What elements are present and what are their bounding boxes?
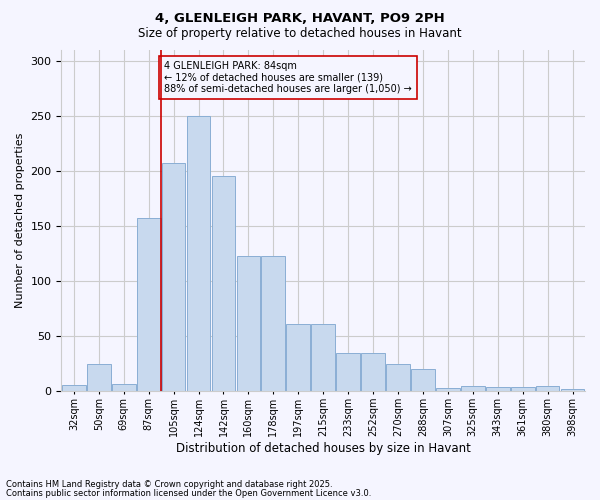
Bar [536,386,559,392]
Text: Contains HM Land Registry data © Crown copyright and database right 2025.: Contains HM Land Registry data © Crown c… [6,480,332,489]
Y-axis label: Number of detached properties: Number of detached properties [15,133,25,308]
Text: Contains public sector information licensed under the Open Government Licence v3: Contains public sector information licen… [6,488,371,498]
Bar [361,353,385,392]
Bar [386,364,410,392]
Bar [262,256,285,392]
X-axis label: Distribution of detached houses by size in Havant: Distribution of detached houses by size … [176,442,470,455]
Bar [486,387,509,392]
Bar [436,388,460,392]
Bar [162,164,185,392]
Bar [411,370,435,392]
Text: 4 GLENLEIGH PARK: 84sqm
← 12% of detached houses are smaller (139)
88% of semi-d: 4 GLENLEIGH PARK: 84sqm ← 12% of detache… [164,61,412,94]
Bar [311,324,335,392]
Bar [560,389,584,392]
Text: Size of property relative to detached houses in Havant: Size of property relative to detached ho… [138,28,462,40]
Bar [87,364,110,392]
Bar [461,386,485,392]
Bar [236,256,260,392]
Bar [212,176,235,392]
Bar [187,116,211,392]
Text: 4, GLENLEIGH PARK, HAVANT, PO9 2PH: 4, GLENLEIGH PARK, HAVANT, PO9 2PH [155,12,445,26]
Bar [137,218,161,392]
Bar [511,387,535,392]
Bar [286,324,310,392]
Bar [336,353,360,392]
Bar [62,385,86,392]
Bar [112,384,136,392]
